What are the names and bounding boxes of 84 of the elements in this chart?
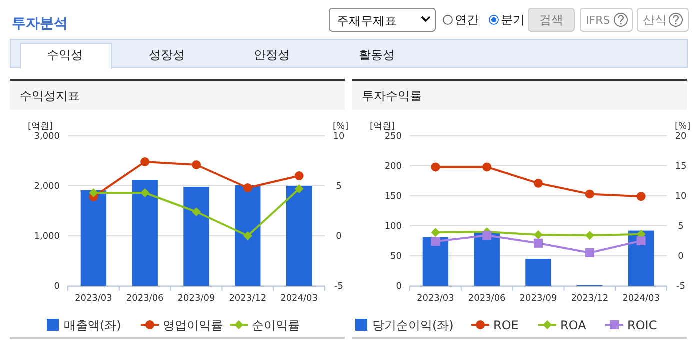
- y-tick-label: 150: [384, 192, 402, 202]
- text: 연간: [455, 13, 479, 27]
- point: [534, 230, 543, 240]
- x-tick-label: 2024/03: [622, 294, 660, 304]
- y2-tick-label: -5: [676, 282, 686, 292]
- bar: [80, 190, 107, 286]
- y-axis-title: [억원]: [370, 122, 396, 132]
- point: [585, 248, 594, 258]
- point: [482, 231, 492, 240]
- x-tick-label: 2023/09: [178, 294, 216, 304]
- y2-tick-label: -5: [334, 282, 344, 292]
- y2-tick-label: 20: [675, 132, 687, 142]
- point: [294, 184, 304, 194]
- legend-label: ROE: [494, 318, 519, 332]
- legend-label: 매출액(좌): [64, 318, 122, 332]
- x-tick-label: 2023/12: [571, 294, 609, 304]
- legend-label: ROA: [560, 318, 588, 332]
- point: [140, 188, 150, 198]
- legend-label: 순이익률: [252, 318, 300, 332]
- bar: [526, 259, 552, 286]
- bar: [422, 237, 449, 286]
- y-axis-title: [억원]: [28, 122, 54, 132]
- bar: [132, 180, 158, 286]
- bar: [286, 186, 312, 286]
- point: [636, 236, 646, 246]
- x-tick-label: 2023/09: [520, 294, 558, 304]
- x-tick-label: 2024/03: [280, 294, 318, 304]
- point: [585, 190, 594, 199]
- y2-tick-label: 5: [678, 222, 684, 232]
- y2-tick-label: 10: [333, 132, 345, 142]
- point: [192, 160, 201, 170]
- point: [534, 178, 543, 188]
- y-tick-label: 200: [384, 162, 402, 172]
- y-tick-label: 3,000: [34, 132, 60, 142]
- text: 주재무제표: [337, 14, 397, 28]
- text: 투자분석: [12, 16, 68, 32]
- x-tick-label: 2023/03: [75, 294, 112, 304]
- point: [192, 208, 201, 216]
- y-tick-label: 1,000: [34, 232, 60, 242]
- y2-tick-label: 10: [675, 192, 687, 202]
- legend-label: 당기순이익(좌): [372, 318, 454, 332]
- y-tick-label: 100: [384, 222, 402, 232]
- text: IFRS: [586, 14, 610, 27]
- text: 성장성: [149, 48, 185, 62]
- point: [636, 192, 646, 202]
- text: 안정성: [254, 48, 290, 62]
- point: [89, 188, 98, 198]
- bar: [184, 187, 210, 286]
- chart-title: 투자수익률: [362, 89, 422, 103]
- y-tick-label: 0: [396, 282, 402, 292]
- y2-tick-label: 5: [336, 182, 342, 192]
- point: [431, 237, 440, 246]
- bar: [474, 232, 500, 286]
- y2-tick-label: 15: [675, 162, 687, 172]
- point: [431, 162, 440, 172]
- point: [585, 231, 594, 240]
- text: 검색: [540, 13, 564, 27]
- y2-axis-title: [%]: [675, 122, 691, 132]
- text: 활동성: [359, 48, 395, 62]
- point: [431, 228, 440, 238]
- point: [243, 184, 252, 192]
- legend-label: 영업이익률: [163, 318, 223, 332]
- point: [534, 238, 543, 248]
- y-tick-label: 50: [390, 252, 402, 262]
- x-tick-label: 2023/06: [468, 294, 506, 304]
- text: 수익성: [47, 48, 83, 62]
- point: [294, 172, 304, 180]
- text: 분기: [501, 13, 525, 27]
- y2-tick-label: 0: [336, 232, 342, 242]
- x-tick-label: 2023/03: [417, 294, 454, 304]
- bar: [235, 186, 261, 286]
- y2-axis-title: [%]: [333, 122, 349, 132]
- text: 산식: [643, 13, 667, 27]
- x-tick-label: 2023/12: [229, 294, 267, 304]
- point: [482, 162, 492, 172]
- chart-title: 수익성지표: [20, 89, 80, 103]
- y-tick-label: 0: [54, 282, 60, 292]
- legend-label: ROIC: [628, 318, 658, 332]
- y-tick-label: 2,000: [34, 182, 60, 192]
- y2-tick-label: 0: [678, 252, 684, 262]
- y-tick-label: 250: [384, 132, 402, 142]
- x-tick-label: 2023/06: [126, 294, 164, 304]
- point: [243, 232, 252, 240]
- point: [140, 158, 150, 166]
